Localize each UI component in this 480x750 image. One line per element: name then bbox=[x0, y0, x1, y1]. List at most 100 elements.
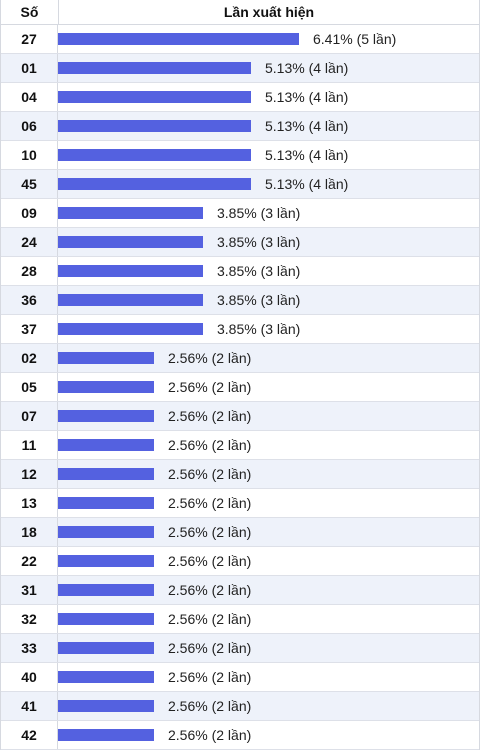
frequency-label: 2.56% (2 lần) bbox=[168, 350, 252, 366]
row-number: 01 bbox=[1, 54, 58, 82]
row-number: 07 bbox=[1, 402, 58, 430]
table-body: 27 6.41% (5 lần) 01 5.13% (4 lần) 04 5.13% (4… bbox=[1, 25, 479, 750]
frequency-bar bbox=[58, 236, 203, 248]
bar-cell: 3.85% (3 lần) bbox=[58, 257, 479, 285]
row-number: 33 bbox=[1, 634, 58, 662]
bar-cell: 2.56% (2 lần) bbox=[58, 460, 479, 488]
row-number: 42 bbox=[1, 721, 58, 749]
bar-cell: 2.56% (2 lần) bbox=[58, 489, 479, 517]
frequency-bar bbox=[58, 468, 154, 480]
row-number: 36 bbox=[1, 286, 58, 314]
row-number: 45 bbox=[1, 170, 58, 198]
frequency-bar bbox=[58, 352, 154, 364]
frequency-bar bbox=[58, 613, 154, 625]
table-row: 02 2.56% (2 lần) bbox=[1, 344, 479, 373]
frequency-label: 5.13% (4 lần) bbox=[265, 60, 349, 76]
frequency-bar bbox=[58, 91, 251, 103]
row-number: 10 bbox=[1, 141, 58, 169]
bar-cell: 2.56% (2 lần) bbox=[58, 692, 479, 720]
row-number: 04 bbox=[1, 83, 58, 111]
header-number: Số bbox=[1, 0, 59, 24]
frequency-label: 3.85% (3 lần) bbox=[217, 321, 301, 337]
row-number: 18 bbox=[1, 518, 58, 546]
bar-cell: 3.85% (3 lần) bbox=[58, 286, 479, 314]
frequency-bar bbox=[58, 178, 251, 190]
bar-cell: 3.85% (3 lần) bbox=[58, 199, 479, 227]
bar-cell: 3.85% (3 lần) bbox=[58, 228, 479, 256]
row-number: 31 bbox=[1, 576, 58, 604]
table-row: 45 5.13% (4 lần) bbox=[1, 170, 479, 199]
row-number: 37 bbox=[1, 315, 58, 343]
bar-cell: 2.56% (2 lần) bbox=[58, 373, 479, 401]
frequency-bar bbox=[58, 294, 203, 306]
table-row: 09 3.85% (3 lần) bbox=[1, 199, 479, 228]
row-number: 32 bbox=[1, 605, 58, 633]
table-row: 18 2.56% (2 lần) bbox=[1, 518, 479, 547]
frequency-label: 5.13% (4 lần) bbox=[265, 118, 349, 134]
frequency-bar bbox=[58, 207, 203, 219]
frequency-label: 2.56% (2 lần) bbox=[168, 727, 252, 743]
frequency-label: 2.56% (2 lần) bbox=[168, 408, 252, 424]
table-row: 01 5.13% (4 lần) bbox=[1, 54, 479, 83]
frequency-bar bbox=[58, 671, 154, 683]
frequency-label: 2.56% (2 lần) bbox=[168, 379, 252, 395]
bar-cell: 2.56% (2 lần) bbox=[58, 431, 479, 459]
table-row: 10 5.13% (4 lần) bbox=[1, 141, 479, 170]
row-number: 05 bbox=[1, 373, 58, 401]
frequency-label: 2.56% (2 lần) bbox=[168, 466, 252, 482]
frequency-label: 6.41% (5 lần) bbox=[313, 31, 397, 47]
table-row: 13 2.56% (2 lần) bbox=[1, 489, 479, 518]
table-row: 36 3.85% (3 lần) bbox=[1, 286, 479, 315]
frequency-bar bbox=[58, 642, 154, 654]
header-frequency: Lần xuất hiện bbox=[223, 4, 315, 20]
bar-cell: 2.56% (2 lần) bbox=[58, 576, 479, 604]
row-number: 06 bbox=[1, 112, 58, 140]
table-row: 28 3.85% (3 lần) bbox=[1, 257, 479, 286]
row-number: 22 bbox=[1, 547, 58, 575]
bar-cell: 3.85% (3 lần) bbox=[58, 315, 479, 343]
row-number: 28 bbox=[1, 257, 58, 285]
frequency-label: 2.56% (2 lần) bbox=[168, 669, 252, 685]
frequency-label: 5.13% (4 lần) bbox=[265, 89, 349, 105]
bar-cell: 2.56% (2 lần) bbox=[58, 402, 479, 430]
table-row: 04 5.13% (4 lần) bbox=[1, 83, 479, 112]
row-number: 41 bbox=[1, 692, 58, 720]
frequency-bar bbox=[58, 584, 154, 596]
frequency-label: 3.85% (3 lần) bbox=[217, 234, 301, 250]
bar-cell: 5.13% (4 lần) bbox=[58, 54, 479, 82]
frequency-label: 3.85% (3 lần) bbox=[217, 263, 301, 279]
bar-cell: 2.56% (2 lần) bbox=[58, 663, 479, 691]
frequency-label: 2.56% (2 lần) bbox=[168, 640, 252, 656]
frequency-label: 2.56% (2 lần) bbox=[168, 611, 252, 627]
row-number: 27 bbox=[1, 25, 58, 53]
table-header: Số Lần xuất hiện bbox=[1, 0, 479, 25]
frequency-bar bbox=[58, 381, 154, 393]
frequency-bar bbox=[58, 729, 154, 741]
table-row: 31 2.56% (2 lần) bbox=[1, 576, 479, 605]
frequency-label: 2.56% (2 lần) bbox=[168, 698, 252, 714]
table-row: 27 6.41% (5 lần) bbox=[1, 25, 479, 54]
table-row: 06 5.13% (4 lần) bbox=[1, 112, 479, 141]
row-number: 24 bbox=[1, 228, 58, 256]
table-row: 40 2.56% (2 lần) bbox=[1, 663, 479, 692]
frequency-label: 3.85% (3 lần) bbox=[217, 292, 301, 308]
table-row: 42 2.56% (2 lần) bbox=[1, 721, 479, 750]
bar-cell: 2.56% (2 lần) bbox=[58, 344, 479, 372]
bar-cell: 2.56% (2 lần) bbox=[58, 605, 479, 633]
frequency-label: 2.56% (2 lần) bbox=[168, 524, 252, 540]
row-number: 09 bbox=[1, 199, 58, 227]
frequency-label: 3.85% (3 lần) bbox=[217, 205, 301, 221]
table-row: 41 2.56% (2 lần) bbox=[1, 692, 479, 721]
row-number: 11 bbox=[1, 431, 58, 459]
bar-cell: 2.56% (2 lần) bbox=[58, 721, 479, 749]
table-row: 05 2.56% (2 lần) bbox=[1, 373, 479, 402]
table-row: 37 3.85% (3 lần) bbox=[1, 315, 479, 344]
row-number: 02 bbox=[1, 344, 58, 372]
frequency-bar bbox=[58, 323, 203, 335]
frequency-bar bbox=[58, 410, 154, 422]
table-row: 22 2.56% (2 lần) bbox=[1, 547, 479, 576]
table-row: 32 2.56% (2 lần) bbox=[1, 605, 479, 634]
frequency-label: 5.13% (4 lần) bbox=[265, 176, 349, 192]
frequency-bar bbox=[58, 265, 203, 277]
